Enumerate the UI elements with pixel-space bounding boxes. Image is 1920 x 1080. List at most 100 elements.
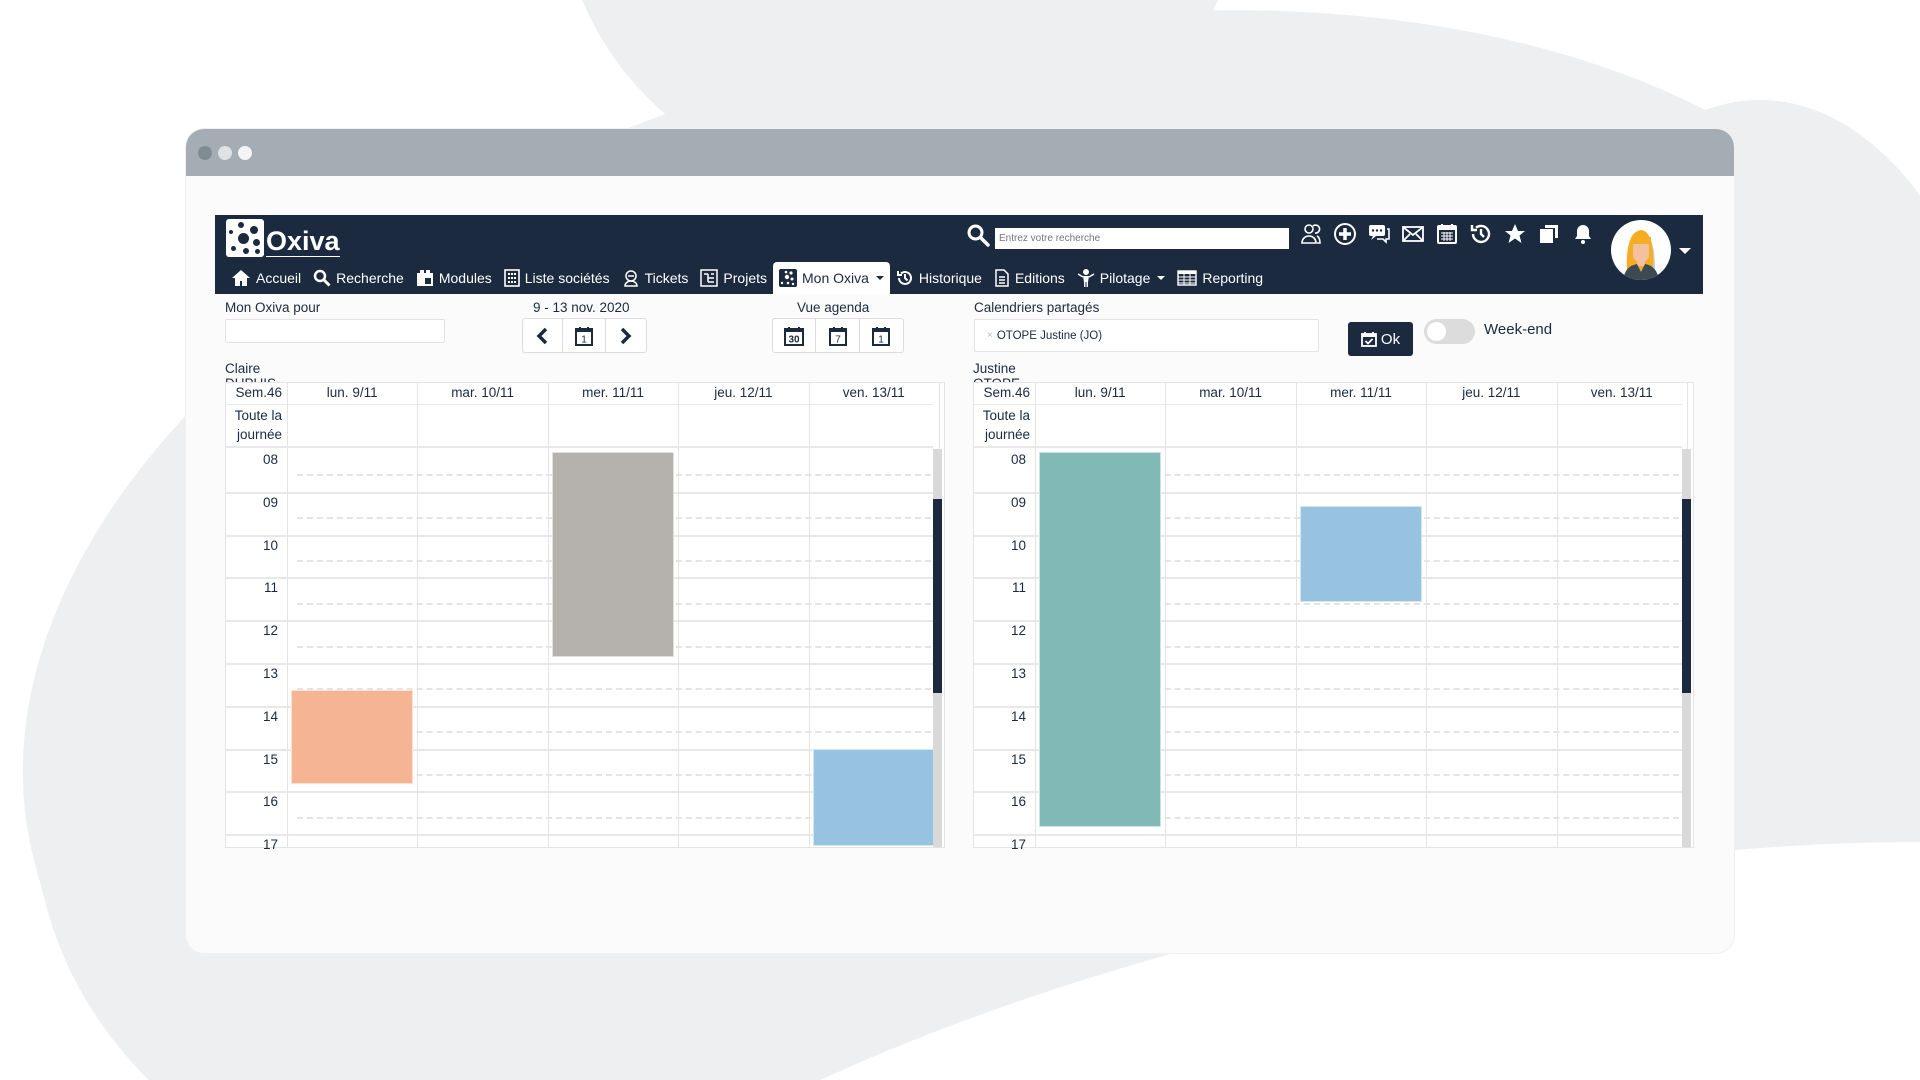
menu-item-accueil[interactable]: Accueil: [225, 262, 307, 294]
remove-tag-icon[interactable]: ×: [987, 330, 993, 341]
calendar-icon[interactable]: [1434, 221, 1460, 247]
hour-label: 17: [262, 837, 278, 853]
calendar-event[interactable]: [1299, 505, 1423, 602]
window-dot-close[interactable]: [198, 145, 212, 160]
hour-label: 14: [262, 708, 278, 724]
calendar-grid: Sem.46 lun. 9/11 mar. 10/11 mer. 11/11 jeu. …: [973, 382, 1694, 852]
grid-line: [226, 404, 933, 405]
user-menu-caret-icon[interactable]: [1679, 248, 1691, 254]
day-header[interactable]: jeu. 12/11: [714, 385, 773, 400]
day-slot[interactable]: [418, 449, 547, 868]
day-header[interactable]: mar. 10/11: [451, 385, 514, 400]
window-titlebar: [186, 129, 1734, 176]
day-header[interactable]: ven. 13/11: [1590, 385, 1653, 400]
modules-icon: [416, 270, 433, 286]
hour-label: 12: [262, 623, 278, 639]
menu-label: Recherche: [336, 270, 404, 286]
scrollbar-thumb[interactable]: [933, 499, 942, 693]
star-icon[interactable]: [1502, 221, 1528, 247]
menu-item-liste-societes[interactable]: Liste sociétés: [498, 262, 616, 294]
hour-line: [226, 705, 933, 708]
menu-item-recherche[interactable]: Recherche: [307, 262, 410, 294]
users-icon[interactable]: [1298, 221, 1324, 247]
menu-label: Modules: [438, 270, 492, 286]
column-line: [547, 383, 549, 847]
search-icon[interactable]: [966, 223, 990, 247]
hour-line: [974, 834, 1682, 837]
day-slot[interactable]: [679, 449, 808, 868]
day-header[interactable]: lun. 9/11: [1074, 385, 1126, 400]
scrollbar-thumb[interactable]: [1682, 499, 1691, 693]
column-line: [808, 383, 810, 847]
main-menu: Accueil Recherche Modules Liste sociétés…: [225, 262, 1269, 294]
half-hour-line: [1045, 774, 1679, 776]
menu-item-reporting[interactable]: Reporting: [1171, 262, 1269, 294]
mail-icon[interactable]: [1400, 221, 1426, 247]
day-header[interactable]: mar. 10/11: [1199, 385, 1262, 400]
hour-line: [974, 620, 1682, 623]
menu-item-modules[interactable]: Modules: [410, 262, 498, 294]
view-label: Vue agenda: [797, 300, 870, 315]
home-icon: [232, 270, 250, 286]
window-dot-minimize[interactable]: [218, 145, 232, 160]
calendar-day-icon: 1: [575, 326, 593, 346]
oxiva-logo[interactable]: Oxiva: [226, 219, 340, 257]
menu-item-tickets[interactable]: Tickets: [616, 262, 695, 294]
document-icon: [995, 269, 1009, 287]
day-header[interactable]: jeu. 12/11: [1462, 385, 1521, 400]
day-header[interactable]: ven. 13/11: [842, 385, 905, 400]
month-view-button[interactable]: 30: [773, 319, 817, 352]
half-hour-line: [297, 731, 931, 734]
oxiva-logo-icon: [226, 219, 264, 257]
next-week-button[interactable]: [606, 319, 646, 352]
menu-label: Accueil: [256, 270, 302, 286]
calendar-event[interactable]: [551, 452, 675, 658]
history-icon[interactable]: [1468, 221, 1494, 247]
owner-select[interactable]: [225, 319, 445, 343]
top-navbar: Oxiva: [215, 215, 1703, 294]
day-header[interactable]: mer. 11/11: [582, 385, 644, 400]
half-hour-line: [1045, 602, 1679, 605]
column-line: [1295, 383, 1297, 847]
global-search-input[interactable]: [995, 228, 1289, 249]
chat-icon[interactable]: [1366, 221, 1392, 247]
ok-button[interactable]: Ok: [1348, 322, 1413, 356]
column-line: [678, 383, 680, 847]
day-slot[interactable]: [1558, 449, 1687, 868]
plus-circle-icon[interactable]: [1332, 221, 1358, 247]
menu-label: Editions: [1014, 270, 1065, 286]
menu-item-projets[interactable]: Projets: [694, 262, 773, 294]
user-avatar[interactable]: [1611, 220, 1671, 280]
grid-line: [226, 446, 933, 448]
prev-week-button[interactable]: [523, 319, 563, 352]
calendar-event[interactable]: [1039, 452, 1162, 827]
bell-icon[interactable]: [1570, 221, 1596, 247]
menu-label: Pilotage: [1099, 270, 1151, 286]
all-day-label: Toute la journée: [982, 408, 1030, 442]
day-slot[interactable]: [1166, 449, 1295, 868]
week-view-button[interactable]: 7: [816, 319, 860, 352]
copy-icon[interactable]: [1536, 221, 1562, 247]
grid-line: [974, 404, 1682, 405]
shared-calendars-select[interactable]: × OTOPE Justine (JO): [974, 319, 1319, 352]
calendar-event[interactable]: [812, 749, 935, 846]
day-header[interactable]: mer. 11/11: [1330, 385, 1392, 400]
window-dot-maximize[interactable]: [238, 145, 252, 160]
hour-label: 16: [262, 794, 278, 810]
calendar-grid: Sem.46 lun. 9/11 mar. 10/11 mer. 11/11 jeu. …: [225, 382, 945, 852]
day-slot[interactable]: [1427, 449, 1556, 868]
menu-item-historique[interactable]: Historique: [890, 262, 988, 294]
weekend-toggle[interactable]: [1424, 319, 1475, 344]
menu-item-mon-oxiva[interactable]: Mon Oxiva: [773, 262, 890, 294]
app-window: Oxiva: [186, 129, 1734, 953]
hour-label: 15: [262, 751, 278, 767]
menu-item-pilotage[interactable]: Pilotage: [1071, 262, 1172, 294]
calendar-event[interactable]: [291, 689, 414, 784]
today-button[interactable]: 1: [563, 319, 607, 352]
menu-item-editions[interactable]: Editions: [988, 262, 1071, 294]
svg-text:1: 1: [581, 334, 587, 345]
day-header[interactable]: lun. 9/11: [326, 385, 378, 400]
day-view-button[interactable]: 1: [860, 319, 903, 352]
hour-line: [974, 663, 1682, 665]
day-slot[interactable]: [288, 449, 417, 868]
